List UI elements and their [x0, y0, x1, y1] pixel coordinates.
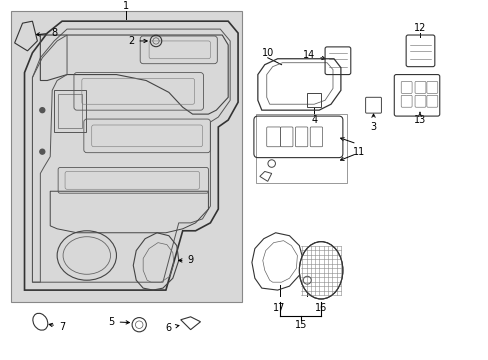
- Text: 15: 15: [295, 320, 307, 330]
- Circle shape: [40, 108, 45, 113]
- Text: 7: 7: [49, 322, 65, 332]
- Text: 5: 5: [108, 317, 129, 327]
- Bar: [58, 94, 81, 128]
- Text: 1: 1: [123, 1, 129, 12]
- Text: 2: 2: [128, 36, 147, 46]
- Bar: [54, 90, 85, 132]
- Bar: [306, 93, 321, 107]
- Text: 3: 3: [370, 114, 376, 132]
- Ellipse shape: [299, 242, 342, 299]
- Text: 17: 17: [273, 303, 285, 313]
- Text: 11: 11: [352, 147, 364, 157]
- Text: 16: 16: [314, 303, 326, 313]
- Text: 14: 14: [303, 50, 325, 60]
- Bar: [11, 11, 242, 302]
- Text: 13: 13: [413, 112, 425, 125]
- Text: 8: 8: [36, 28, 57, 38]
- Text: 12: 12: [413, 23, 426, 33]
- Circle shape: [40, 149, 45, 154]
- Bar: [255, 114, 346, 183]
- Text: 6: 6: [165, 323, 179, 333]
- Text: 9: 9: [178, 256, 193, 265]
- Text: 10: 10: [261, 48, 273, 58]
- Text: 4: 4: [310, 115, 317, 125]
